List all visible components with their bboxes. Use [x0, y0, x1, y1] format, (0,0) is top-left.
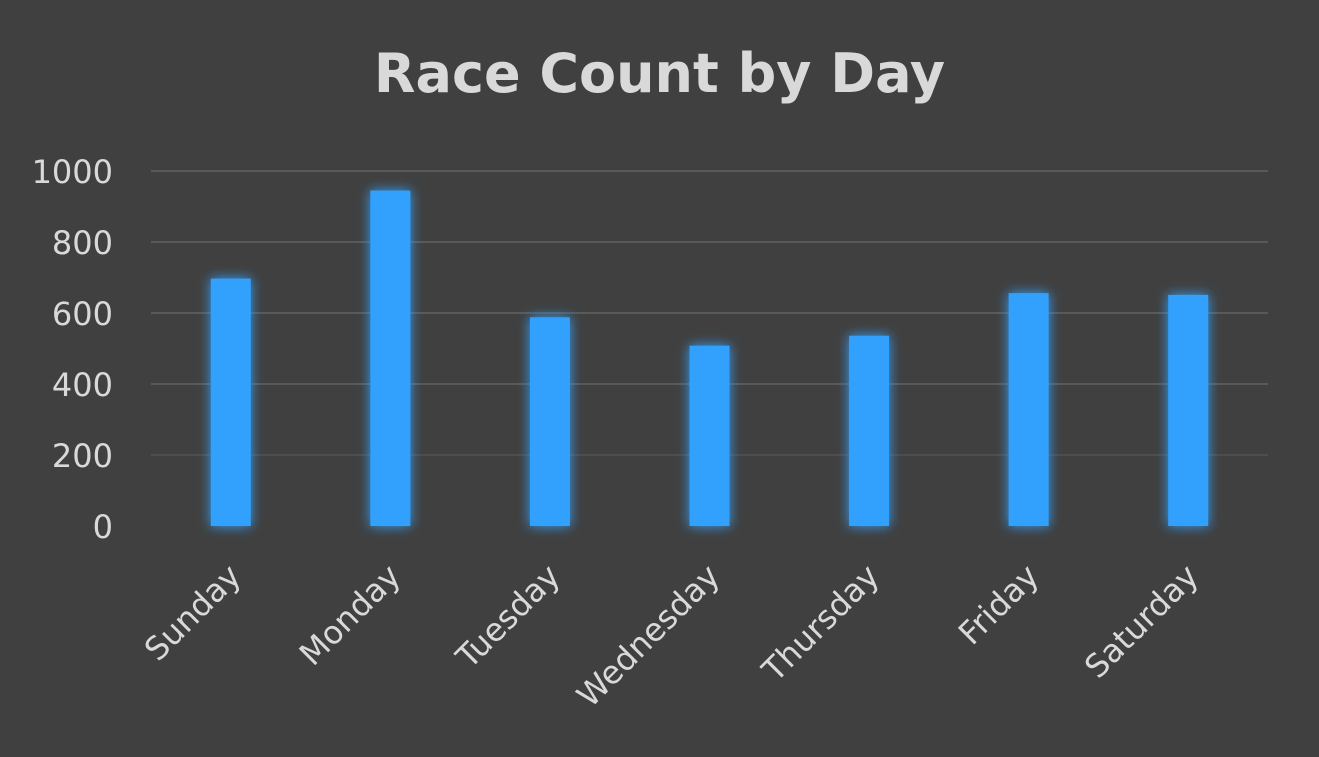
y-tick-label: 1000	[32, 153, 113, 191]
y-tick-label: 800	[52, 224, 113, 262]
y-tick-label: 400	[52, 366, 113, 404]
bar-thursday	[849, 335, 890, 526]
y-tick-label: 600	[52, 295, 113, 333]
x-tick-label-monday: Monday	[292, 557, 408, 673]
x-tick-label-sunday: Sunday	[137, 557, 249, 669]
bar-tuesday	[529, 317, 570, 526]
x-tick-label-thursday: Thursday	[754, 557, 887, 690]
bar-friday	[1008, 293, 1049, 526]
x-tick-label-tuesday: Tuesday	[448, 557, 568, 677]
x-tick-label-wednesday: Wednesday	[569, 557, 727, 715]
bar-sunday	[210, 278, 251, 526]
x-tick-label-saturday: Saturday	[1077, 557, 1206, 686]
bar-saturday	[1168, 294, 1209, 526]
chart-title: Race Count by Day	[373, 42, 946, 105]
x-axis-labels: Sunday Monday Tuesday Wednesday Thursday Frid…	[137, 557, 1206, 715]
x-tick-label-friday: Friday	[951, 557, 1046, 652]
bar-monday	[370, 190, 411, 526]
bar-wednesday	[689, 345, 730, 526]
y-tick-label: 0	[93, 508, 113, 546]
bars	[210, 190, 1209, 526]
y-axis-ticks: 0 200 400 600 800 1000	[32, 153, 113, 546]
y-tick-label: 200	[52, 437, 113, 475]
